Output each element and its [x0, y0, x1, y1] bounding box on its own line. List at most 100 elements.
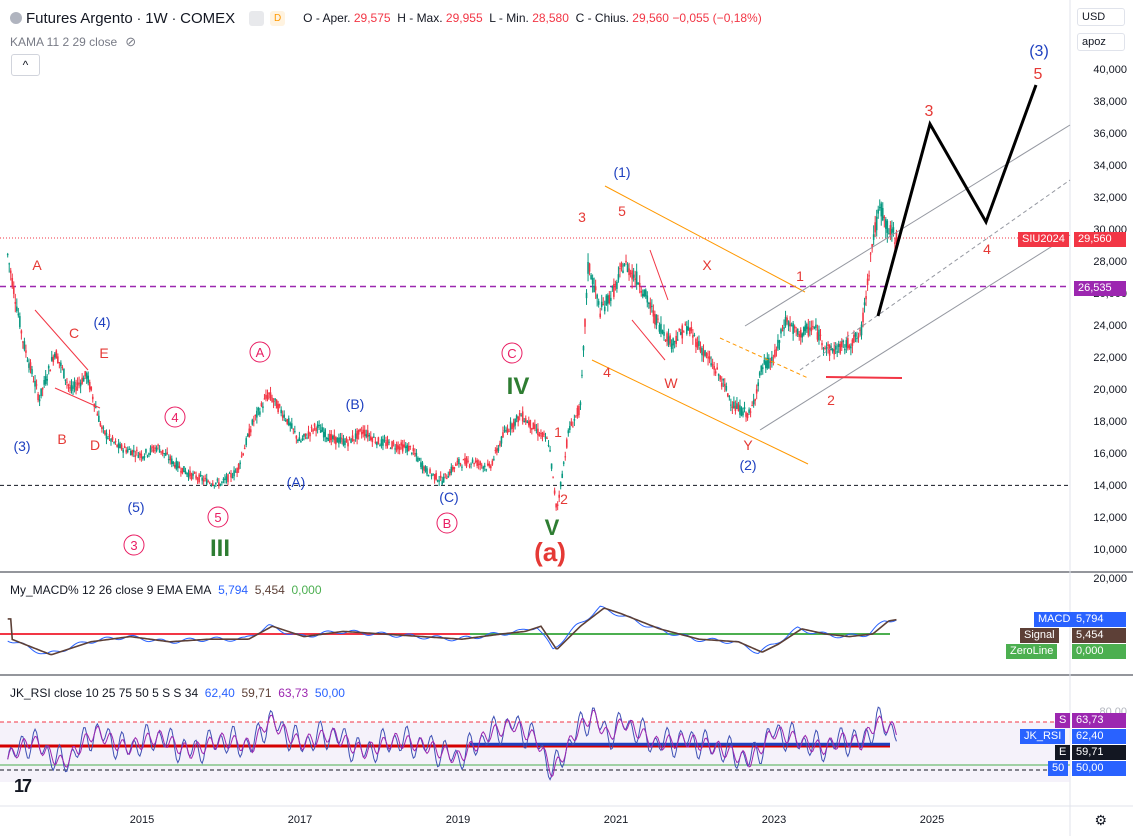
- candle-body: [105, 432, 108, 439]
- candle-body: [467, 460, 469, 462]
- candle-body: [208, 482, 211, 484]
- candle-body: [114, 441, 117, 443]
- candle-body: [550, 463, 553, 469]
- candle-body: [840, 341, 843, 348]
- high-label: H - Max.: [397, 11, 443, 25]
- candle-body: [79, 382, 82, 387]
- candle-body: [69, 386, 71, 389]
- candle-body: [891, 228, 893, 234]
- candle-body: [245, 438, 248, 445]
- session-badge[interactable]: [249, 10, 265, 26]
- candle-body: [866, 278, 869, 286]
- candle-body: [693, 334, 696, 336]
- candle-body: [234, 471, 237, 473]
- candle-body: [166, 452, 169, 454]
- candle-body: [605, 295, 608, 306]
- candle-body: [316, 424, 319, 428]
- candle-body: [617, 274, 620, 280]
- candle-body: [889, 225, 892, 238]
- settings-gear-icon[interactable]: ⚙: [1094, 812, 1107, 828]
- candle-body: [128, 448, 131, 450]
- candle-body: [828, 345, 831, 356]
- candle-body: [348, 436, 351, 438]
- scale-mode-button[interactable]: apoz: [1077, 33, 1125, 51]
- candle-body: [407, 445, 410, 452]
- delayed-badge[interactable]: D: [270, 10, 286, 26]
- candle-body: [734, 405, 737, 412]
- candle-body: [382, 438, 384, 446]
- candle-body: [430, 474, 433, 477]
- candle-body: [587, 261, 589, 274]
- candle-body: [512, 421, 515, 428]
- candle-body: [802, 327, 805, 336]
- candle-body: [537, 428, 539, 436]
- candle-body: [70, 385, 73, 391]
- candle-body: [658, 324, 661, 332]
- candle-body: [570, 421, 573, 426]
- candle-body: [256, 410, 258, 418]
- candle-body: [228, 472, 231, 474]
- candle-body: [821, 343, 823, 346]
- macd-tag-label: ZeroLine: [1006, 644, 1058, 659]
- candle-body: [318, 425, 320, 427]
- candle-body: [862, 312, 864, 323]
- candle-body: [236, 468, 238, 473]
- candle-body: [444, 473, 447, 475]
- candle-body: [851, 339, 854, 346]
- candle-body: [877, 209, 880, 214]
- wave-label-IV: IV: [507, 373, 530, 400]
- candle-body: [494, 449, 497, 451]
- rsi-ema-value: 59,71: [241, 686, 272, 700]
- candle-body: [707, 356, 709, 359]
- candle-body: [155, 447, 158, 452]
- candle-body: [102, 427, 105, 429]
- candle-body: [708, 356, 711, 360]
- candle-body: [31, 369, 33, 374]
- eye-off-icon[interactable]: ⊘: [125, 34, 137, 49]
- candle-body: [816, 332, 819, 340]
- candle-body: [322, 431, 325, 438]
- candle-body: [221, 481, 223, 483]
- macd-tag-value: 5,454: [1072, 628, 1126, 643]
- price-tick-label: 10,000: [1093, 544, 1127, 556]
- candle-body: [57, 356, 59, 364]
- candle-body: [544, 436, 547, 439]
- candle-body: [81, 377, 83, 384]
- kama-label[interactable]: KAMA 11 2 29 close: [10, 35, 118, 49]
- candle-body: [509, 421, 512, 430]
- candle-body: [99, 423, 102, 426]
- candle-body: [872, 234, 875, 240]
- candle-body: [365, 434, 368, 437]
- candle-body: [313, 423, 316, 427]
- price-tick-label: 14,000: [1093, 480, 1127, 492]
- rsi-signal-value: 63,73: [278, 686, 309, 700]
- symbol-chip[interactable]: Futures Argento · 1W · COMEX: [10, 10, 235, 27]
- wave-label: (3): [1029, 43, 1049, 60]
- candle-body: [610, 297, 612, 301]
- candle-body: [541, 432, 544, 438]
- candle-body: [386, 439, 389, 446]
- macd-tag-label: Signal: [1020, 628, 1059, 643]
- candle-body: [137, 455, 140, 458]
- macd-title[interactable]: My_MACD% 12 26 close 9 EMA EMA: [10, 583, 212, 597]
- rsi-title[interactable]: JK_RSI close 10 25 75 50 5 S S 34: [10, 686, 199, 700]
- dot-sep: ·: [167, 10, 181, 26]
- candle-body: [871, 244, 873, 249]
- candle-body: [685, 325, 688, 334]
- candle-body: [646, 295, 649, 303]
- candle-body: [225, 476, 228, 481]
- candle-body: [336, 437, 339, 443]
- candle-body: [421, 462, 424, 470]
- collapse-legend-button[interactable]: ^: [11, 54, 40, 76]
- candle-body: [333, 434, 336, 441]
- candle-body: [330, 434, 333, 441]
- candle-body: [619, 268, 621, 270]
- candle-body: [859, 329, 861, 331]
- currency-button[interactable]: USD: [1077, 8, 1125, 26]
- wave-circle: [164, 406, 186, 428]
- candle-body: [178, 465, 181, 468]
- candle-body: [736, 403, 738, 409]
- candle-body: [576, 407, 579, 417]
- tradingview-logo[interactable]: 17: [14, 776, 32, 796]
